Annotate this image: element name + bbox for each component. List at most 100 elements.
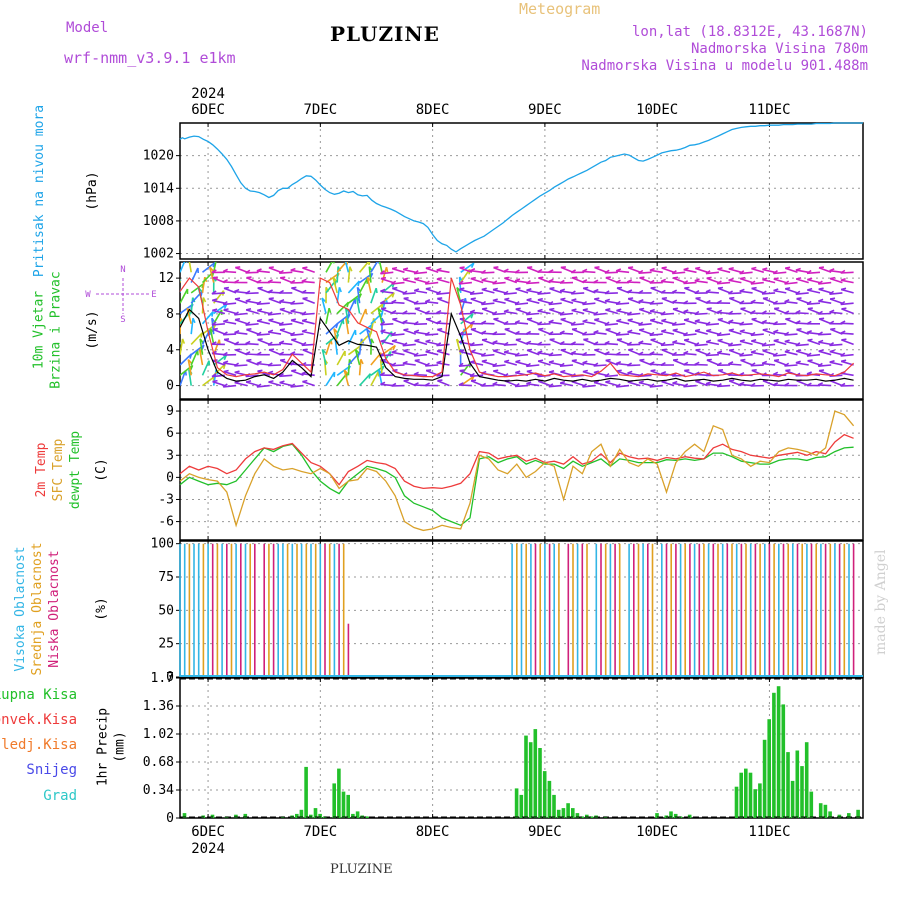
wind-arrow-head: [202, 297, 207, 303]
wind-arrow: [717, 384, 731, 388]
temp-unit: (C): [94, 458, 109, 481]
wind-arrow-head: [257, 338, 263, 341]
precip-bar: [781, 704, 786, 818]
wind-arrow-head: [627, 318, 633, 321]
wind-arrow: [616, 370, 630, 377]
wind-arrow: [504, 360, 518, 366]
precip-bar: [669, 811, 673, 818]
wind-arrow-head: [425, 287, 431, 290]
wind-arrow: [279, 329, 293, 335]
wind-arrow-head: [223, 354, 228, 361]
wind-arrow: [380, 271, 394, 275]
wind-arrow-head: [291, 369, 297, 372]
wind-arrow-head: [830, 327, 836, 331]
wind-arrow: [582, 362, 596, 366]
wind-arrow: [661, 280, 675, 284]
wind-arrow-head: [818, 298, 824, 302]
wind-arrow: [186, 308, 192, 325]
wind-arrow: [728, 297, 742, 304]
wind-arrow-head: [503, 268, 509, 273]
wind-arrow: [695, 267, 708, 274]
wind-arrow: [537, 360, 551, 366]
wind-arrow-head: [716, 280, 722, 285]
wind-arrow: [321, 297, 327, 314]
wind-arrow: [234, 318, 248, 325]
wind-arrow-head: [380, 288, 386, 293]
wind-arrow-head: [706, 307, 712, 310]
wind-arrow-head: [660, 341, 666, 346]
wind-arrow-head: [493, 266, 499, 269]
bottom-day-label: 7DEC: [303, 824, 337, 840]
wind-arrow-head: [503, 320, 509, 325]
wind-arrow: [773, 302, 787, 305]
wind-arrow-head: [223, 319, 229, 323]
wind-arrow-head: [739, 381, 745, 386]
wind-arrow-head: [245, 321, 251, 326]
wind-arrow-head: [301, 278, 307, 283]
wind-arrow: [526, 342, 540, 346]
wind-arrow-head: [818, 349, 824, 352]
wind-arrow: [660, 343, 675, 347]
wind-arrow-head: [222, 383, 228, 388]
wind-arrow: [198, 349, 204, 366]
wind-arrow: [212, 380, 226, 387]
wind-arrow-head: [268, 318, 274, 321]
wind-arrow-head: [581, 331, 588, 336]
wind-arrow-head: [392, 286, 398, 290]
wind-arrow: [459, 369, 473, 377]
precip-legend-item: Snijeg: [26, 762, 77, 778]
wind-arrow: [402, 292, 416, 295]
wind-arrow-head: [290, 279, 296, 284]
wind-arrow-head: [537, 350, 543, 354]
wind-arrow: [807, 339, 821, 346]
precip-bar: [767, 719, 771, 818]
wind-arrow-head: [728, 361, 734, 365]
wind-arrow-head: [256, 318, 263, 322]
wind-arrow: [638, 271, 652, 274]
wind-arrow: [414, 331, 428, 335]
wind-arrow: [414, 353, 428, 357]
wind-arrow-head: [829, 360, 835, 363]
wind-arrow-head: [256, 331, 262, 336]
wind-arrow-head: [739, 300, 745, 305]
wind-arrow: [358, 308, 367, 325]
wind-arrow: [604, 300, 619, 304]
wind-arrow: [358, 359, 362, 376]
wind-arrow: [279, 342, 293, 346]
wind-arrow-head: [727, 342, 734, 347]
wind-arrow: [571, 309, 585, 315]
wind-arrow-head: [480, 352, 487, 357]
wind-arrow-head: [582, 308, 588, 311]
elevation-label: Nadmorska Visina 780m: [690, 41, 868, 57]
pressure-ytick-label: 1008: [143, 214, 174, 229]
temp-ytick-label: 9: [166, 404, 174, 419]
wind-arrow-head: [594, 297, 600, 300]
wind-arrow-head: [583, 338, 589, 341]
wind-arrow: [336, 301, 350, 315]
wind-arrow: [414, 278, 428, 284]
wind-arrow: [672, 271, 686, 275]
wind-arrow: [818, 384, 832, 387]
wind-ytick-label: 12: [158, 271, 174, 286]
wind-arrow-head: [527, 266, 533, 269]
wind-arrow: [366, 277, 372, 294]
wind-arrow: [334, 338, 338, 355]
wind-arrow-head: [436, 342, 442, 347]
wind-arrow-head: [840, 300, 846, 306]
wind-arrow: [762, 321, 776, 325]
wind-arrow-head: [537, 321, 543, 326]
wind-arrow: [470, 361, 484, 366]
wind-arrow-head: [750, 309, 756, 314]
wind-arrow: [728, 349, 742, 356]
wind-ylabel-line: 10m Vjetar: [32, 291, 47, 369]
wind-arrow-head: [784, 362, 790, 367]
wind-arrow: [739, 340, 753, 346]
wind-arrow: [818, 288, 832, 294]
wind-arrow-head: [604, 269, 610, 274]
wind-arrow-head: [761, 319, 768, 324]
wind-arrow-head: [785, 369, 791, 372]
precip-bar: [538, 748, 542, 818]
wind-arrow-head: [672, 380, 678, 384]
wind-arrow: [212, 299, 226, 304]
wind-arrow: [358, 278, 368, 294]
